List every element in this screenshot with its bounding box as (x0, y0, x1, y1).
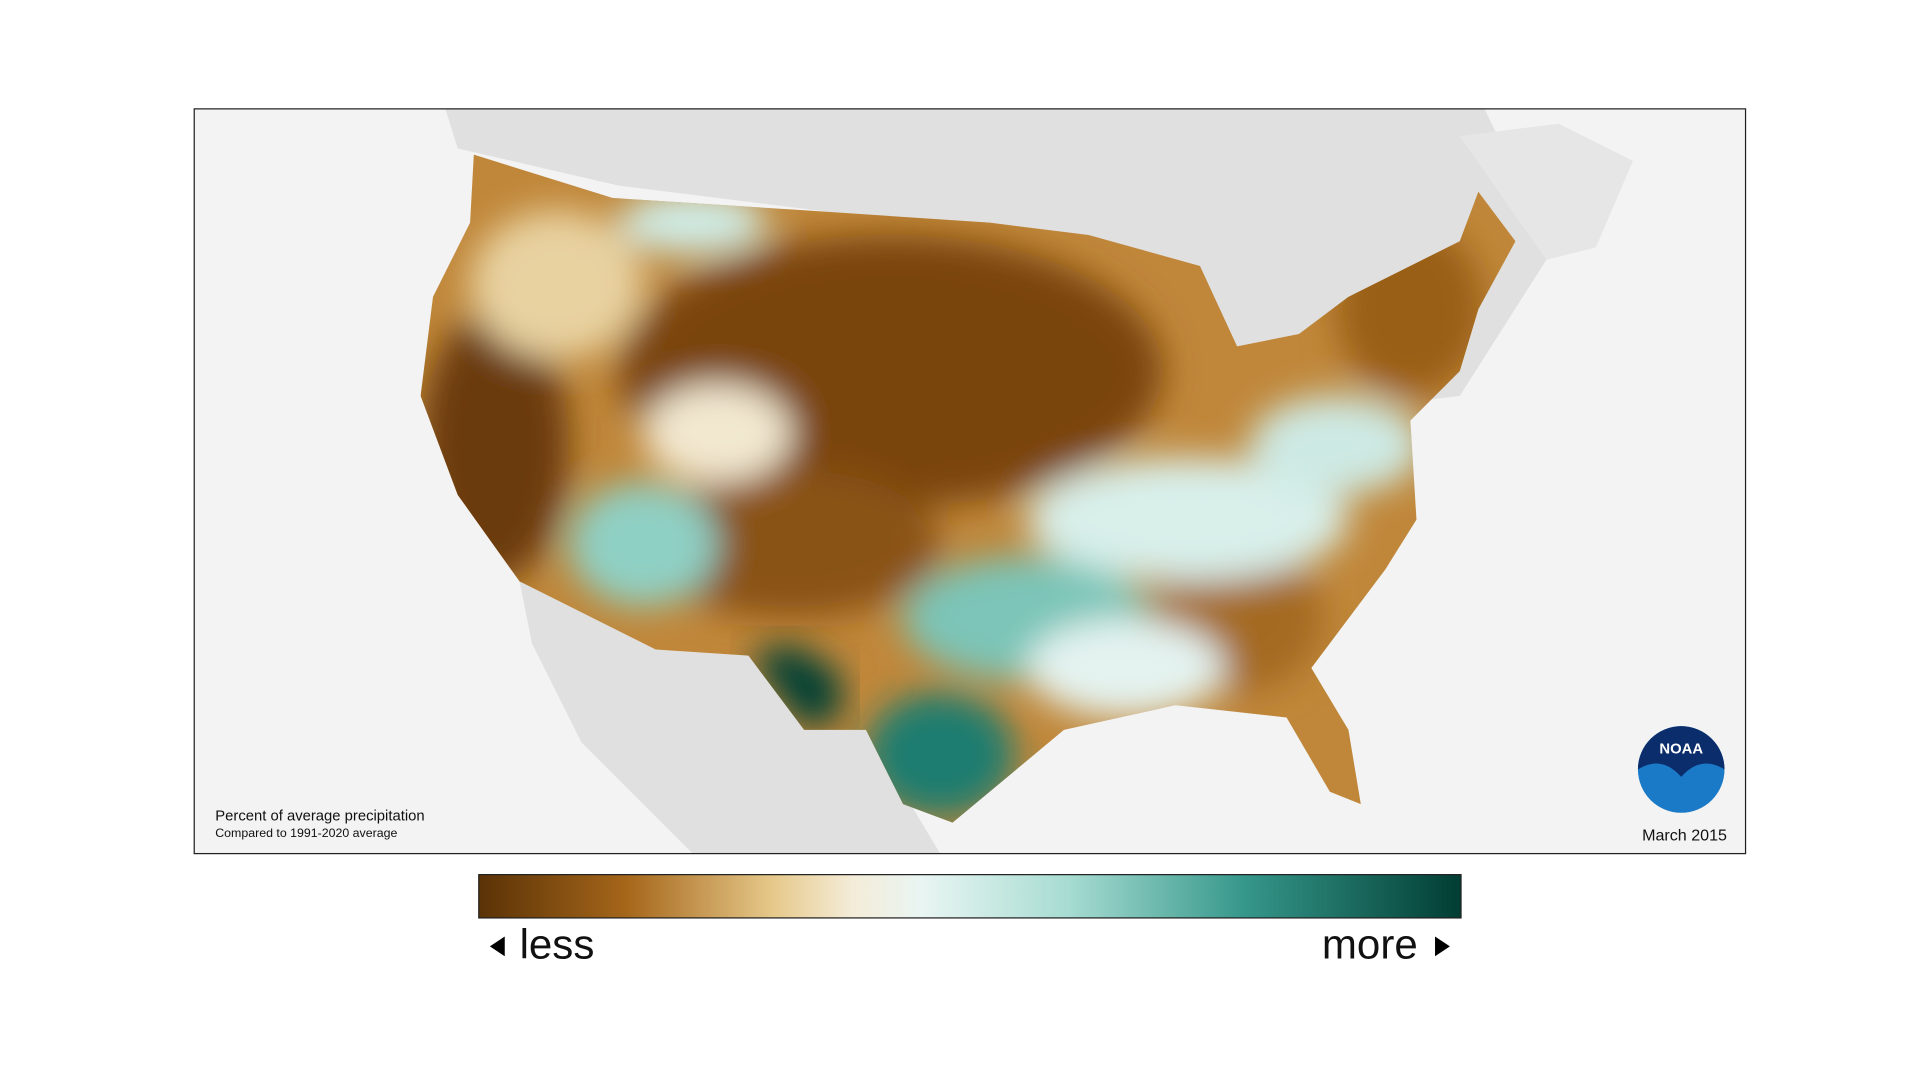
map-title: Percent of average precipitation (215, 808, 424, 824)
map-subtitle: Compared to 1991-2020 average (215, 826, 397, 840)
legend-less: less (520, 921, 595, 968)
map-frame (193, 108, 1747, 855)
map-date: March 2015 (1642, 827, 1727, 845)
color-bar (478, 874, 1462, 919)
logo-text: NOAA (1659, 742, 1703, 758)
legend-more: more (1322, 921, 1418, 968)
map: Percent of average precipitation Compare… (193, 108, 1747, 968)
arrow-right (1435, 936, 1450, 957)
arrow-left (489, 936, 505, 957)
land-background (445, 108, 1633, 854)
noaa-logo: NOAA (1637, 726, 1725, 813)
